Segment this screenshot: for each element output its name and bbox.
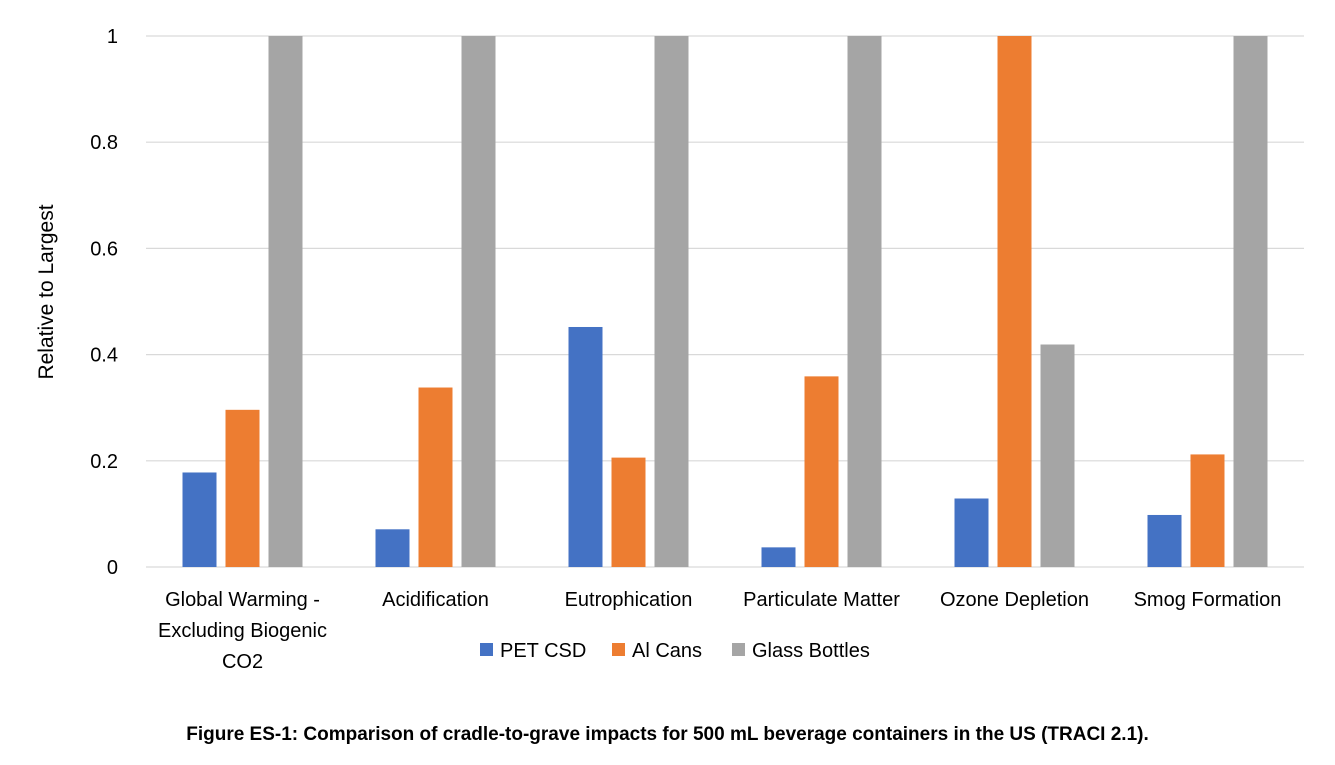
- legend-swatch: [732, 643, 745, 656]
- bar-pet-csd: [182, 472, 217, 567]
- category-label: Global Warming -Excluding Biogenic CO2: [158, 589, 327, 673]
- bar-al-cans: [418, 387, 453, 567]
- bar-glass-bottles: [1233, 36, 1268, 567]
- legend-label: Glass Bottles: [752, 640, 870, 662]
- y-axis-ticks: 0 0.2 0.4 0.6 0.8 1: [90, 26, 118, 579]
- bar-al-cans: [225, 409, 260, 567]
- y-tick-label: 0: [107, 557, 118, 579]
- bar-al-cans: [611, 457, 646, 567]
- bar-chart: 0 0.2 0.4 0.6 0.8 1 Global Warming -Excluding…: [35, 26, 1304, 673]
- category-label: Acidification: [382, 589, 489, 611]
- category-labels: Global Warming -Excluding Biogenic CO2 Aci…: [158, 589, 1281, 673]
- legend-swatch: [612, 643, 625, 656]
- bar-glass-bottles: [268, 36, 303, 567]
- bar-pet-csd: [954, 498, 989, 567]
- y-tick-label: 0.4: [90, 345, 118, 367]
- legend-label: PET CSD: [500, 640, 586, 662]
- bar-glass-bottles: [1040, 344, 1075, 567]
- bar-pet-csd: [1147, 514, 1182, 567]
- gridlines: [146, 35, 1304, 568]
- y-tick-label: 0.8: [90, 132, 118, 154]
- bar-al-cans: [1190, 454, 1225, 567]
- bars: [182, 36, 1268, 567]
- y-axis-title: Relative to Largest: [35, 204, 58, 379]
- y-tick-label: 0.2: [90, 451, 118, 473]
- category-label: Smog Formation: [1134, 589, 1282, 611]
- bar-glass-bottles: [847, 36, 882, 567]
- y-tick-label: 1: [107, 26, 118, 48]
- bar-pet-csd: [568, 326, 603, 567]
- legend: PET CSD Al Cans Glass Bottles: [480, 640, 870, 662]
- y-tick-label: 0.6: [90, 238, 118, 260]
- category-label: Ozone Depletion: [940, 589, 1089, 611]
- figure-caption: Figure ES-1: Comparison of cradle-to-gra…: [186, 724, 1149, 745]
- bar-al-cans: [804, 376, 839, 567]
- category-label: Eutrophication: [565, 589, 693, 611]
- legend-swatch: [480, 643, 493, 656]
- bar-glass-bottles: [461, 36, 496, 567]
- legend-label: Al Cans: [632, 640, 702, 662]
- bar-pet-csd: [761, 547, 796, 567]
- bar-pet-csd: [375, 529, 410, 567]
- category-label: Particulate Matter: [743, 589, 900, 611]
- bar-al-cans: [997, 36, 1032, 567]
- bar-glass-bottles: [654, 36, 689, 567]
